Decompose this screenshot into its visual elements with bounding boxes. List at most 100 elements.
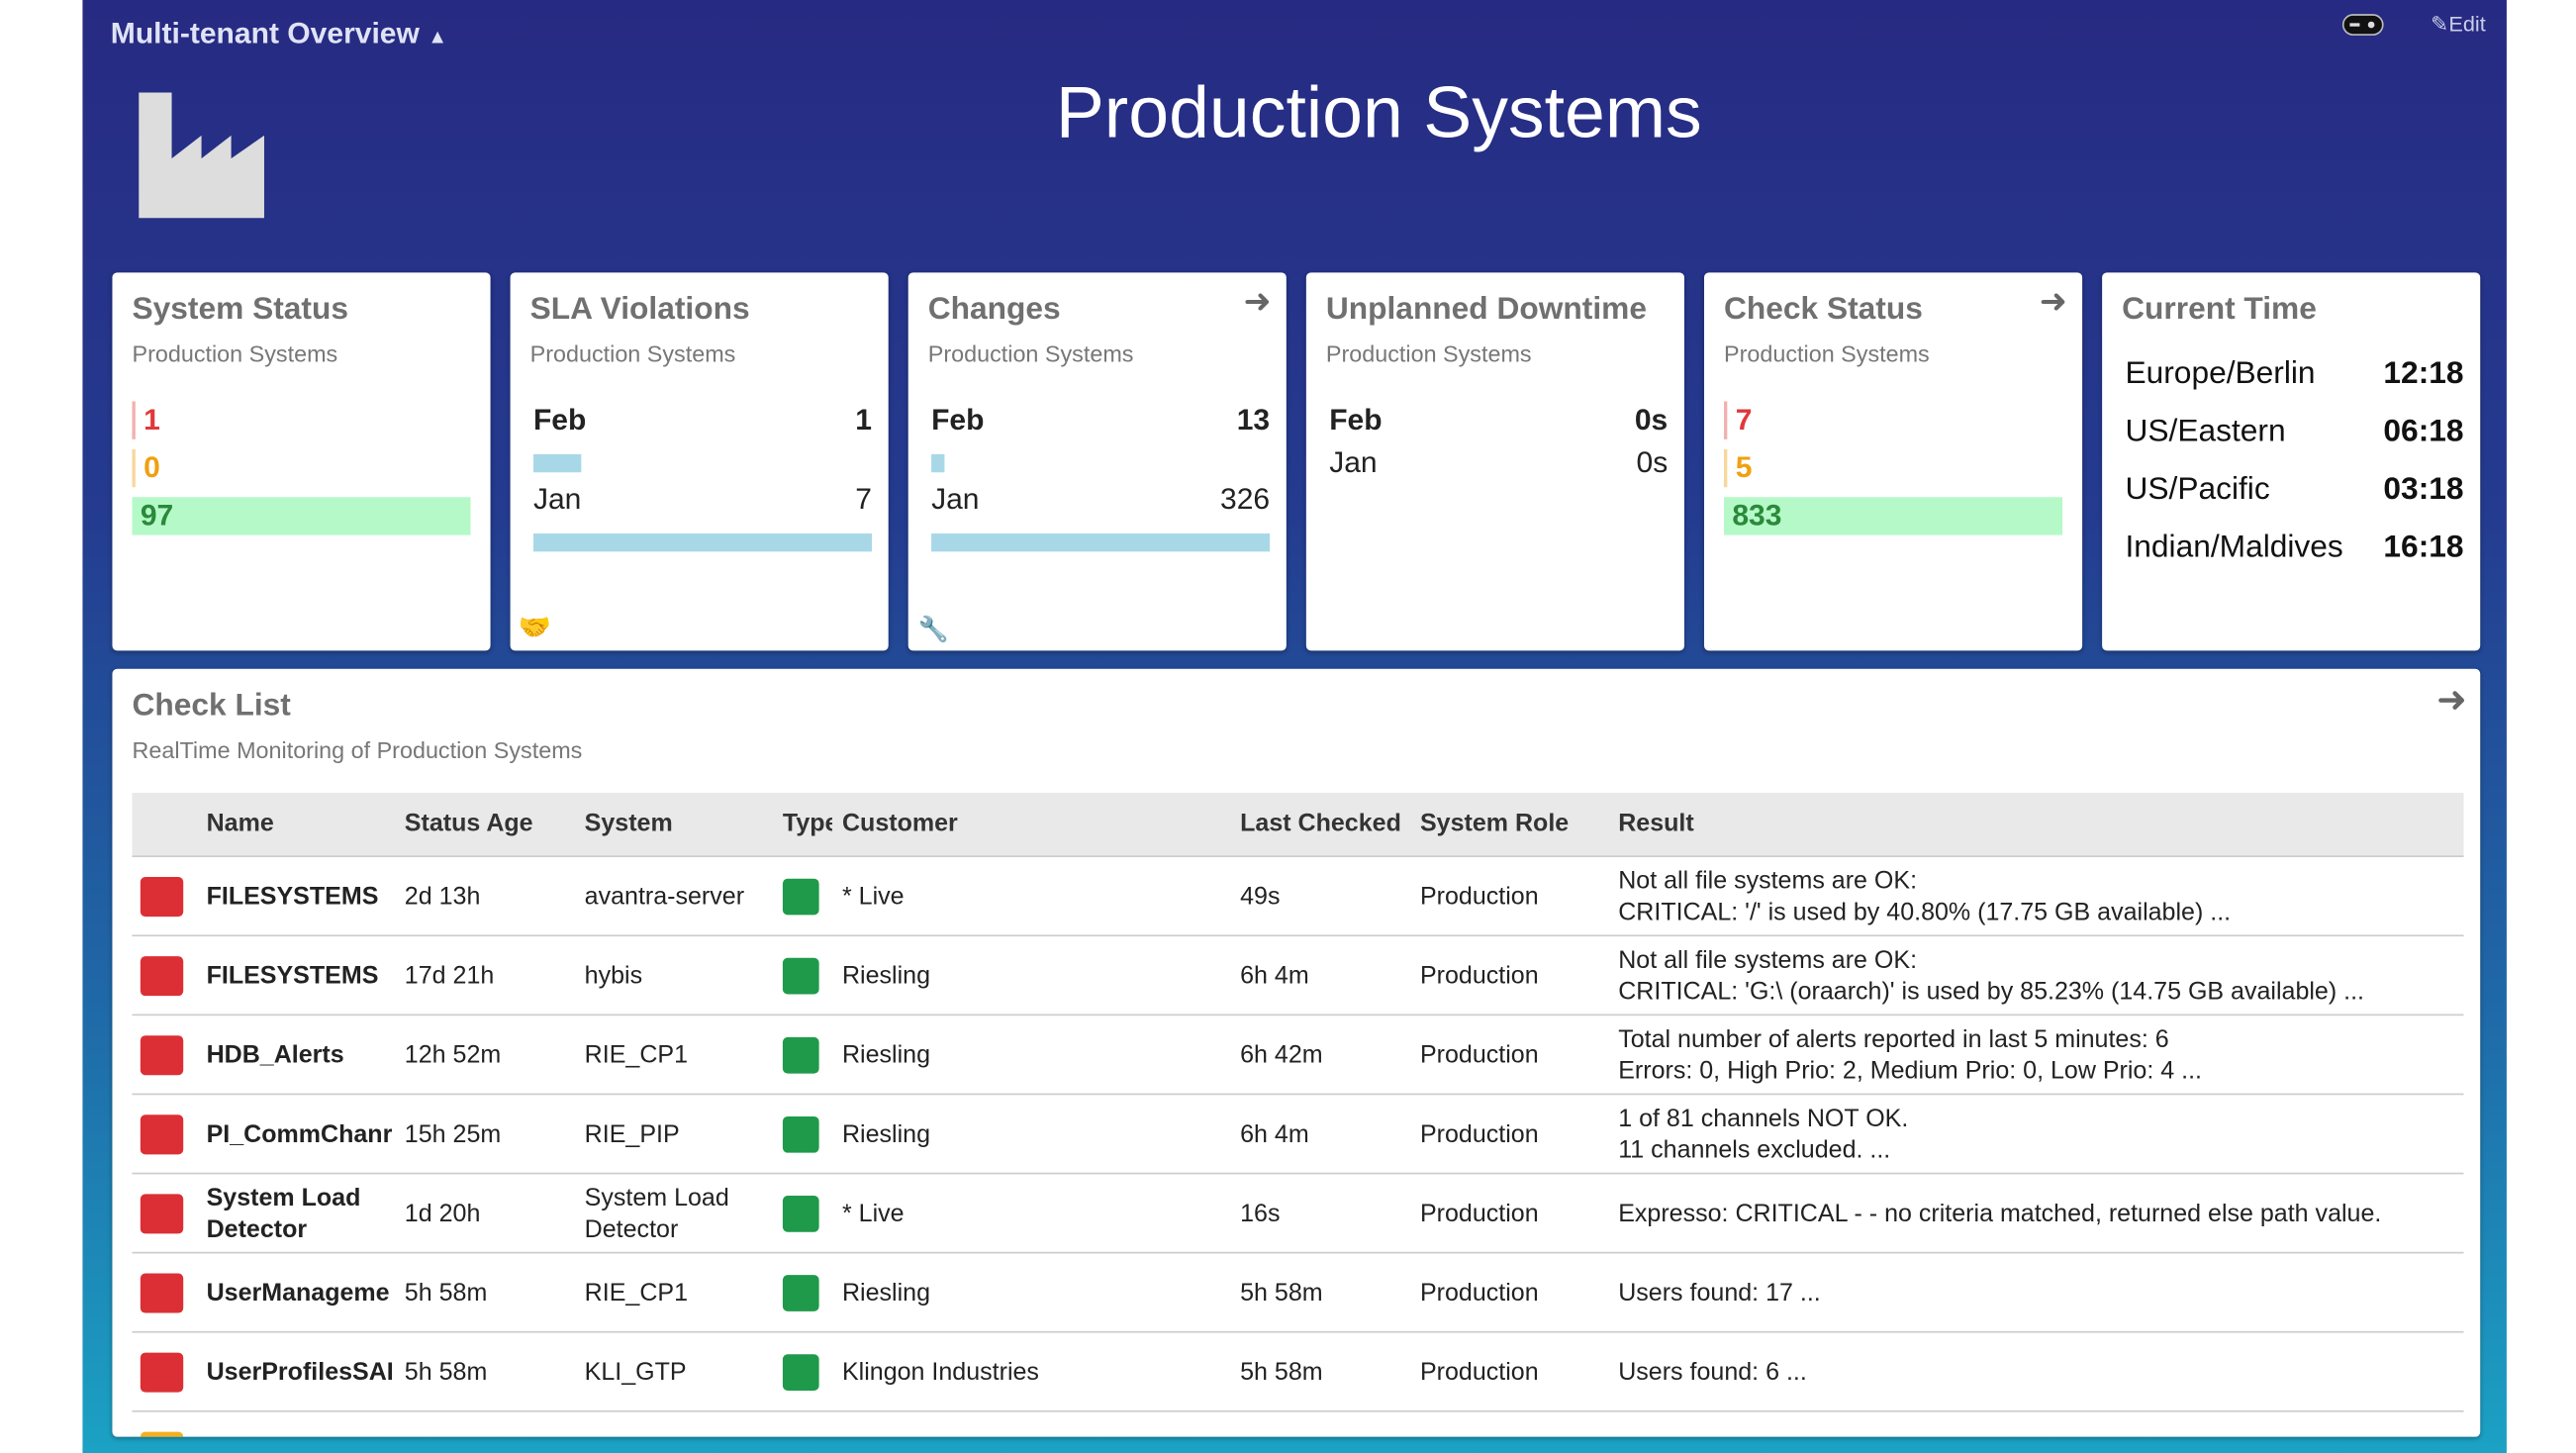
column-header[interactable]: System Role xyxy=(1420,810,1610,837)
open-arrow[interactable]: ➜ xyxy=(1243,281,1271,323)
type-icon xyxy=(783,1115,819,1152)
column-header[interactable]: Result xyxy=(1618,810,2443,837)
cell-system: KLI_GTP xyxy=(585,1356,775,1388)
cell-name: PI_CommChanr xyxy=(207,1118,397,1150)
result-line: Not all file systems are OK: xyxy=(1618,944,2443,976)
cell-result: Users found: 6 ... xyxy=(1618,1356,2443,1388)
widget-card[interactable]: ChangesProduction SystemsFeb13Jan326 xyxy=(908,272,1287,650)
metric-label: Jan xyxy=(1329,446,1668,481)
cell-last-checked: 5h 58m xyxy=(1240,1277,1413,1308)
widget-card[interactable]: Unplanned DowntimeProduction SystemsFeb0… xyxy=(1306,272,1684,650)
metric-label: Feb xyxy=(931,403,1270,437)
type-icon xyxy=(783,1353,819,1390)
cell-customer: * Live xyxy=(842,880,1230,912)
status-indicator xyxy=(141,1034,183,1074)
table-row[interactable]: UserProfilesSAI5h 58mKLI_GTP Klingon Indu… xyxy=(132,1333,2463,1412)
metric-label: Feb xyxy=(1329,403,1668,437)
table-row[interactable]: FILESYSTEMS17d 21hhybisRiesling6h 4mProd… xyxy=(132,936,2463,1016)
column-header[interactable]: System xyxy=(585,810,775,837)
column-header[interactable]: Last Checked xyxy=(1240,810,1413,837)
cell-role: Production xyxy=(1420,880,1610,912)
result-line: 2 user(s) in 2 client(s) tested. xyxy=(1618,1435,2443,1437)
status-count: 5 xyxy=(1724,449,2062,487)
result-line: 1 of 81 channels NOT OK. xyxy=(1618,1103,2443,1134)
clock-row: US/Pacific03:18 xyxy=(2125,472,2463,509)
table-row[interactable]: HDB_Alerts12h 52mRIE_CP1Riesling6h 42mPr… xyxy=(132,1016,2463,1095)
cell-name: FILESYSTEMS xyxy=(207,959,397,991)
metric-label: Jan xyxy=(931,482,1270,517)
breadcrumb[interactable]: Multi-tenant Overview ▲ xyxy=(111,17,447,51)
cell-result: Expresso: CRITICAL - - no criteria match… xyxy=(1618,1198,2443,1229)
table-row[interactable]: UserManageme5h 58mRIE_CP1Riesling5h 58mP… xyxy=(132,1253,2463,1332)
cell-name: FILESYSTEMS xyxy=(207,880,397,912)
widget-subtitle: Production Systems xyxy=(1724,340,1930,367)
result-line: 11 channels excluded. ... xyxy=(1618,1133,2443,1165)
widget-card[interactable]: Current TimeEurope/Berlin12:18US/Eastern… xyxy=(2102,272,2480,650)
gamepad-icon[interactable] xyxy=(2341,12,2384,39)
type-icon xyxy=(783,1274,819,1310)
widget-card[interactable]: System StatusProduction Systems1097 xyxy=(112,272,490,650)
cell-last-checked: 6h 42m xyxy=(1240,1039,1413,1071)
status-indicator xyxy=(141,1273,183,1312)
metric-value: 326 xyxy=(1220,482,1270,517)
type-icon xyxy=(783,878,819,915)
table-body: FILESYSTEMS2d 13havantra-server* Live49s… xyxy=(132,857,2463,1437)
column-header[interactable]: Name xyxy=(207,810,397,837)
cell-name: HDB_Alerts xyxy=(207,1039,397,1071)
status-indicator xyxy=(141,955,183,995)
clock-row: Indian/Maldives16:18 xyxy=(2125,531,2463,567)
table-row[interactable]: FILESYSTEMS2d 13havantra-server* Live49s… xyxy=(132,857,2463,936)
metric-row: Feb13 xyxy=(931,403,1270,437)
status-count: 833 xyxy=(1724,497,2062,534)
metric-bar xyxy=(533,533,872,551)
widget-card[interactable]: Check StatusProduction Systems75833 xyxy=(1704,272,2082,650)
widget-subtitle: Production Systems xyxy=(530,340,736,367)
caret: ▲ xyxy=(428,25,447,48)
cell-name: UserProfilesSAI xyxy=(207,1356,397,1388)
clock-row: Europe/Berlin12:18 xyxy=(2125,356,2463,393)
status-indicator xyxy=(141,1194,183,1233)
cell-name: System Load Detector xyxy=(207,1182,397,1244)
cell-result: Users found: 17 ... xyxy=(1618,1277,2443,1308)
cell-system: RIE_CP1 xyxy=(585,1039,775,1071)
cell-result: Not all file systems are OK:CRITICAL: '/… xyxy=(1618,865,2443,927)
widget-subtitle: Production Systems xyxy=(928,340,1134,367)
cell-role: Production xyxy=(1420,1277,1610,1308)
table-row[interactable]: System Load Detector1d 20hSystem Load De… xyxy=(132,1174,2463,1253)
time-value: 06:18 xyxy=(2383,415,2463,451)
open-arrow[interactable]: ➜ xyxy=(2040,281,2067,323)
cell-customer: Riesling xyxy=(842,1118,1230,1150)
type-icon xyxy=(783,1195,819,1231)
column-header[interactable]: Customer xyxy=(842,810,1230,837)
metric-value: 0s xyxy=(1637,446,1669,481)
time-value: 03:18 xyxy=(2383,472,2463,509)
result-line: CRITICAL: 'G:\ (oraarch)' is used by 85.… xyxy=(1618,975,2443,1007)
edit-button[interactable]: ✎Edit xyxy=(2431,12,2486,39)
status-indicator xyxy=(141,1431,183,1437)
cell-status-age: 5h 58m xyxy=(405,1277,578,1308)
metric-row: Feb1 xyxy=(533,403,872,437)
table-header: Name Status Age System Type Customer Last Che… xyxy=(132,793,2463,857)
time-value: 12:18 xyxy=(2383,356,2463,393)
cell-result: Total number of alerts reported in last … xyxy=(1618,1023,2443,1086)
widget-title: Current Time xyxy=(2122,292,2317,329)
column-header[interactable]: Type xyxy=(783,810,832,837)
cell-status-age: 5h 58m xyxy=(405,1356,578,1388)
widget-title: SLA Violations xyxy=(530,292,750,329)
handshake-icon: 🤝 xyxy=(519,611,551,643)
breadcrumb-text[interactable]: Multi-tenant Overview xyxy=(111,17,420,49)
table-row[interactable]: 2 user(s) in 2 client(s) tested. xyxy=(132,1412,2463,1437)
metric-label: Jan xyxy=(533,482,872,517)
open-arrow[interactable]: ➜ xyxy=(2436,679,2467,722)
cell-customer: Klingon Industries xyxy=(842,1356,1230,1388)
widget-card[interactable]: SLA ViolationsProduction SystemsFeb1Jan7 xyxy=(511,272,889,650)
table-row[interactable]: PI_CommChanr15h 25mRIE_PIPRiesling6h 4mP… xyxy=(132,1095,2463,1174)
status-count: 7 xyxy=(1724,401,2062,438)
cell-status-age: 2d 13h xyxy=(405,880,578,912)
column-header[interactable]: Status Age xyxy=(405,810,578,837)
edit-label[interactable]: Edit xyxy=(2448,12,2485,37)
cell-system: hybis xyxy=(585,959,775,991)
status-indicator xyxy=(141,876,183,916)
factory-icon xyxy=(139,92,267,221)
